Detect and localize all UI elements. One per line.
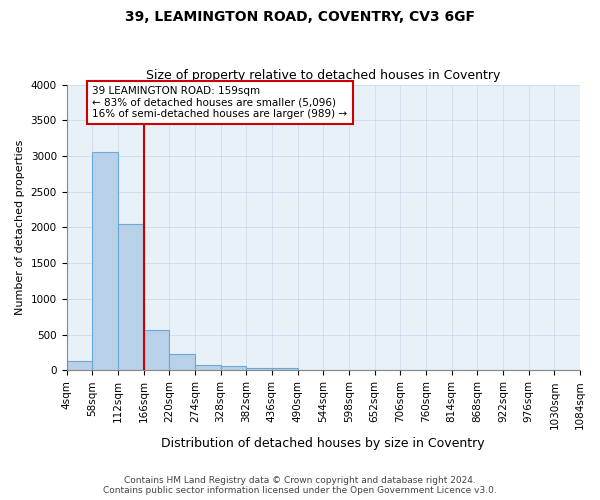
- Bar: [143, 330, 169, 370]
- Bar: [169, 354, 195, 370]
- Y-axis label: Number of detached properties: Number of detached properties: [15, 140, 25, 315]
- X-axis label: Distribution of detached houses by size in Coventry: Distribution of detached houses by size …: [161, 437, 485, 450]
- Text: 39, LEAMINGTON ROAD, COVENTRY, CV3 6GF: 39, LEAMINGTON ROAD, COVENTRY, CV3 6GF: [125, 10, 475, 24]
- Bar: [195, 366, 221, 370]
- Bar: [272, 368, 298, 370]
- Bar: [221, 366, 246, 370]
- Text: 39 LEAMINGTON ROAD: 159sqm
← 83% of detached houses are smaller (5,096)
16% of s: 39 LEAMINGTON ROAD: 159sqm ← 83% of deta…: [92, 86, 347, 119]
- Bar: [67, 361, 92, 370]
- Bar: [246, 368, 272, 370]
- Text: Contains HM Land Registry data © Crown copyright and database right 2024.
Contai: Contains HM Land Registry data © Crown c…: [103, 476, 497, 495]
- Title: Size of property relative to detached houses in Coventry: Size of property relative to detached ho…: [146, 69, 500, 82]
- Bar: [92, 152, 118, 370]
- Bar: [118, 224, 143, 370]
